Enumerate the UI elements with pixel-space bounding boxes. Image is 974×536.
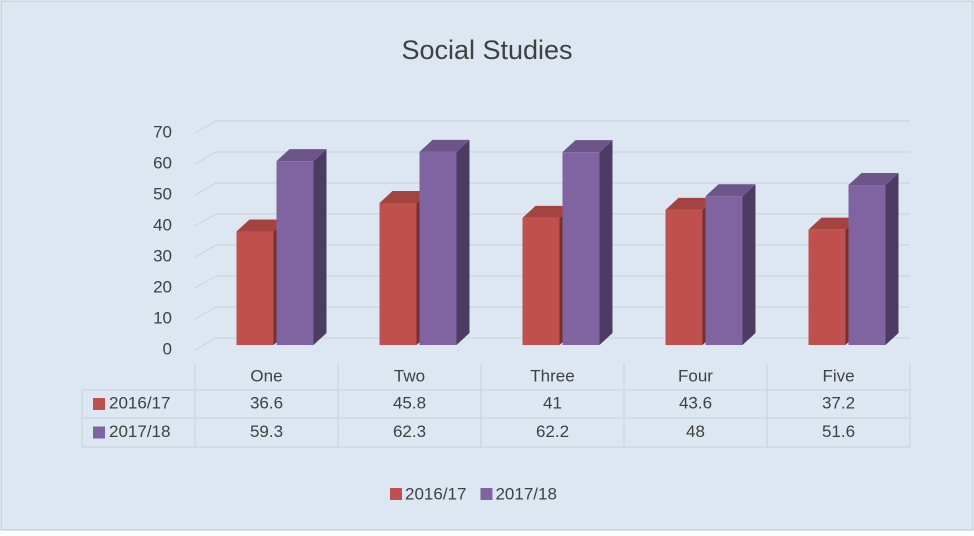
table-value: 43.6 [679, 393, 712, 412]
bar-side [742, 184, 756, 345]
legend-label: 2017/18 [495, 484, 556, 503]
table-value: 62.2 [536, 422, 569, 441]
bar [419, 151, 457, 345]
bar [665, 209, 703, 345]
x-tick-label: Four [678, 366, 713, 385]
bar-side [313, 149, 327, 345]
grid-line [194, 120, 910, 134]
table-legend-key [93, 398, 105, 410]
bar [808, 229, 846, 345]
table-series-name: 2017/18 [109, 422, 170, 441]
y-tick-label: 50 [153, 184, 172, 203]
table-value: 37.2 [822, 393, 855, 412]
bar [848, 185, 886, 345]
table-value: 51.6 [822, 422, 855, 441]
table-value: 48 [686, 422, 705, 441]
bar [236, 231, 274, 345]
table-value: 36.6 [250, 393, 283, 412]
bar-top [848, 173, 899, 186]
y-tick-label: 70 [153, 122, 172, 141]
x-tick-label: Three [530, 366, 574, 385]
grid-line [194, 151, 910, 165]
table-value: 62.3 [393, 422, 426, 441]
bar [705, 196, 743, 345]
bar-top [276, 149, 327, 162]
y-tick-label: 10 [153, 308, 172, 327]
y-tick-label: 30 [153, 246, 172, 265]
bar-top [236, 219, 287, 232]
bar-top [705, 184, 756, 197]
bar [276, 161, 314, 345]
table-legend-key [93, 426, 105, 439]
y-tick-label: 60 [153, 153, 172, 172]
bar-top [808, 217, 859, 230]
legend-label: 2016/17 [405, 484, 466, 503]
legend-key [390, 488, 402, 500]
legend-key [480, 488, 493, 500]
table-value: 45.8 [393, 393, 426, 412]
y-tick-label: 40 [153, 215, 172, 234]
bar-side [456, 139, 470, 345]
bar [562, 152, 600, 345]
bar [379, 203, 417, 345]
table-value: 41 [543, 393, 562, 412]
bar-top [522, 205, 573, 218]
grid-line [194, 182, 910, 196]
x-tick-label: One [250, 366, 282, 385]
x-tick-label: Five [822, 366, 854, 385]
table-series-name: 2016/17 [109, 393, 170, 412]
table-value: 59.3 [250, 422, 283, 441]
x-tick-label: Two [394, 366, 425, 385]
y-tick-label: 20 [153, 277, 172, 296]
bar-top [562, 140, 613, 153]
y-tick-label: 0 [163, 339, 172, 358]
bar-top [665, 197, 716, 210]
chart-title: Social Studies [401, 35, 572, 65]
bar-top [379, 191, 430, 204]
bar-side [599, 140, 613, 345]
bar-side [885, 173, 899, 345]
bar-top [419, 139, 470, 152]
bar [522, 217, 560, 345]
